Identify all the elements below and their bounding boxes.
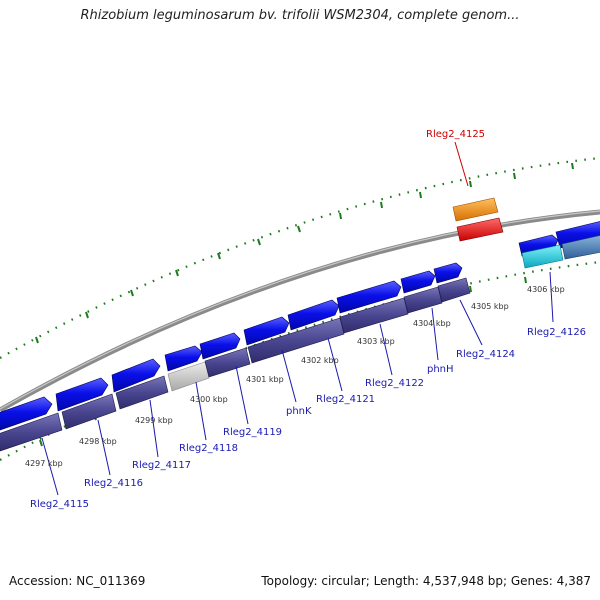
gene-rleg2-4117-forward[interactable]: [111, 358, 161, 393]
gene-rleg2-4125-red[interactable]: [456, 217, 504, 242]
gene-phnh-reverse[interactable]: [403, 286, 443, 314]
kbp-label-4299: 4299 kbp: [135, 416, 173, 425]
forward-strand-genes: [0, 221, 600, 431]
gene-label-phnk[interactable]: phnK: [286, 406, 312, 417]
kbp-label-4301: 4301 kbp: [246, 375, 284, 384]
gene-label-rleg2-4121[interactable]: Rleg2_4121: [316, 394, 375, 405]
gene-rleg2-4126-cyan[interactable]: [521, 244, 564, 269]
kbp-label-4297: 4297 kbp: [25, 459, 63, 468]
feature-orange[interactable]: [452, 197, 499, 222]
gene-rleg2-4119-forward[interactable]: [199, 332, 241, 360]
gene-rleg2-4116-reverse[interactable]: [61, 393, 117, 430]
gene-label-rleg2-4116[interactable]: Rleg2_4116: [84, 478, 143, 489]
gene-label-phnh[interactable]: phnH: [427, 364, 454, 375]
reverse-strand-genes: [0, 235, 600, 452]
kbp-label-4306: 4306 kbp: [527, 285, 565, 294]
gene-label-rleg2-4126[interactable]: Rleg2_4126: [527, 327, 586, 338]
gene-rleg2-4124-forward[interactable]: [433, 262, 463, 284]
map-title: Rhizobium leguminosarum bv. trifolii WSM…: [80, 8, 520, 23]
gene-label-rleg2-4118[interactable]: Rleg2_4118: [179, 443, 238, 454]
gene-label-rleg2-4115[interactable]: Rleg2_4115: [30, 499, 89, 510]
gene-rleg2-4126-forward[interactable]: [518, 234, 559, 257]
topology-text: Topology: circular; Length: 4,537,948 bp…: [261, 574, 591, 588]
gene-next-teal[interactable]: [561, 235, 600, 260]
gene-phnh-forward[interactable]: [400, 270, 436, 294]
gene-phnk-forward[interactable]: [243, 316, 290, 346]
kbp-label-4305: 4305 kbp: [471, 302, 509, 311]
gene-hypothetical-grey[interactable]: [167, 361, 210, 392]
gene-rleg2-4121-forward[interactable]: [287, 299, 340, 331]
gene-rleg2-4118-forward[interactable]: [164, 345, 203, 372]
gene-rleg2-4115-reverse[interactable]: [0, 412, 63, 452]
gene-rleg2-4117-reverse[interactable]: [115, 375, 169, 410]
gene-label-rleg2-4122[interactable]: Rleg2_4122: [365, 378, 424, 389]
gene-rleg2-4122-forward[interactable]: [336, 280, 402, 314]
accession-text: Accession: NC_011369: [9, 574, 146, 588]
inner-dotted-ruler: [0, 260, 600, 461]
gene-label-rleg2-4124[interactable]: Rleg2_4124: [456, 349, 515, 360]
gene-label-rleg2-4125[interactable]: Rleg2_4125: [426, 129, 485, 140]
kbp-label-4303: 4303 kbp: [357, 337, 395, 346]
gene-rleg2-4124-reverse[interactable]: [437, 277, 471, 303]
gene-phnk-reverse[interactable]: [247, 317, 345, 364]
gene-label-rleg2-4117[interactable]: Rleg2_4117: [132, 460, 191, 471]
inner-ruler-major-ticks: [39, 276, 527, 447]
genome-backbone: [0, 209, 600, 413]
gene-label-rleg2-4119[interactable]: Rleg2_4119: [223, 427, 282, 438]
kbp-label-4298: 4298 kbp: [79, 437, 117, 446]
kbp-label-4304: 4304 kbp: [413, 319, 451, 328]
gene-rleg2-4116-forward[interactable]: [55, 377, 109, 412]
outer-ruler-major-ticks: [35, 162, 574, 344]
gene-rleg2-4122-reverse[interactable]: [339, 297, 409, 334]
gene-rleg2-4119-reverse[interactable]: [204, 347, 251, 378]
gene-rleg2-4115-forward[interactable]: [0, 396, 53, 431]
kbp-label-4300: 4300 kbp: [190, 395, 228, 404]
kbp-label-4302: 4302 kbp: [301, 356, 339, 365]
outer-dotted-ruler: [0, 156, 600, 359]
label-leader-lines: [41, 141, 554, 496]
